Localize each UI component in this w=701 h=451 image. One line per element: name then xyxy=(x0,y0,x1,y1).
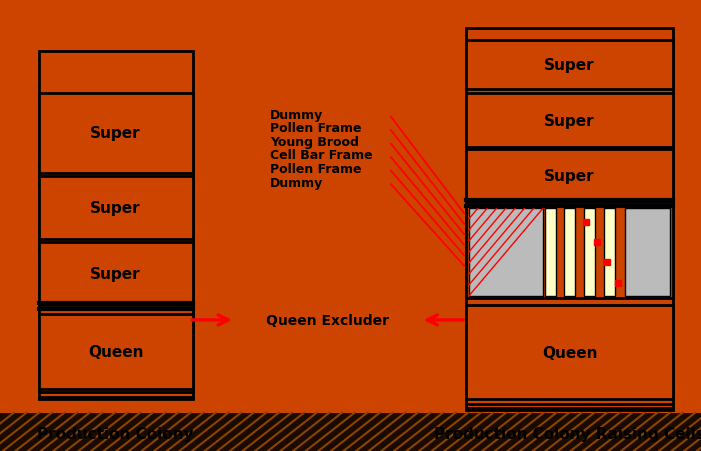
Text: Dummy: Dummy xyxy=(270,109,323,121)
Text: Production Colony Raising Cells: Production Colony Raising Cells xyxy=(434,426,701,442)
Bar xyxy=(564,208,576,296)
Bar xyxy=(466,29,673,410)
Text: Super: Super xyxy=(90,126,141,141)
Bar xyxy=(469,208,543,296)
Text: Queen: Queen xyxy=(542,345,597,360)
Text: Super: Super xyxy=(544,58,595,73)
Text: Queen: Queen xyxy=(88,344,144,359)
Bar xyxy=(466,41,673,90)
Text: Young Brood: Young Brood xyxy=(270,136,359,148)
Bar xyxy=(39,177,193,239)
Bar xyxy=(39,314,193,389)
Bar xyxy=(545,208,556,296)
Bar xyxy=(466,149,673,202)
Bar xyxy=(39,93,193,173)
Text: Super: Super xyxy=(544,169,595,184)
Bar xyxy=(466,207,673,298)
Bar xyxy=(39,243,193,305)
Text: Pollen Frame: Pollen Frame xyxy=(270,163,362,175)
Bar xyxy=(466,306,673,399)
Bar xyxy=(0,413,701,451)
Text: Queen Excluder: Queen Excluder xyxy=(266,313,389,327)
Text: Pollen Frame: Pollen Frame xyxy=(270,122,362,135)
Text: Super: Super xyxy=(90,267,141,281)
Bar xyxy=(584,208,595,296)
Text: Dummy: Dummy xyxy=(270,176,323,189)
Text: Cell Bar Frame: Cell Bar Frame xyxy=(270,149,372,162)
Text: Super: Super xyxy=(90,201,141,216)
Bar xyxy=(604,208,615,296)
Bar xyxy=(625,208,670,296)
Text: Super: Super xyxy=(544,113,595,128)
Text: Production Colony: Production Colony xyxy=(37,426,194,442)
Bar xyxy=(39,52,193,399)
Bar xyxy=(466,94,673,147)
